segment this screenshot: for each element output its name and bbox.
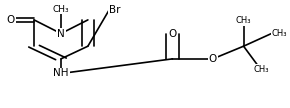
Text: NH: NH — [53, 68, 69, 79]
Text: CH₃: CH₃ — [271, 29, 287, 38]
Text: O: O — [209, 54, 217, 64]
Text: CH₃: CH₃ — [253, 65, 269, 74]
Text: CH₃: CH₃ — [53, 5, 69, 14]
Text: N: N — [57, 29, 65, 39]
Text: CH₃: CH₃ — [236, 16, 251, 25]
Text: O: O — [7, 15, 15, 25]
Text: O: O — [168, 29, 177, 39]
Text: Br: Br — [109, 5, 121, 15]
